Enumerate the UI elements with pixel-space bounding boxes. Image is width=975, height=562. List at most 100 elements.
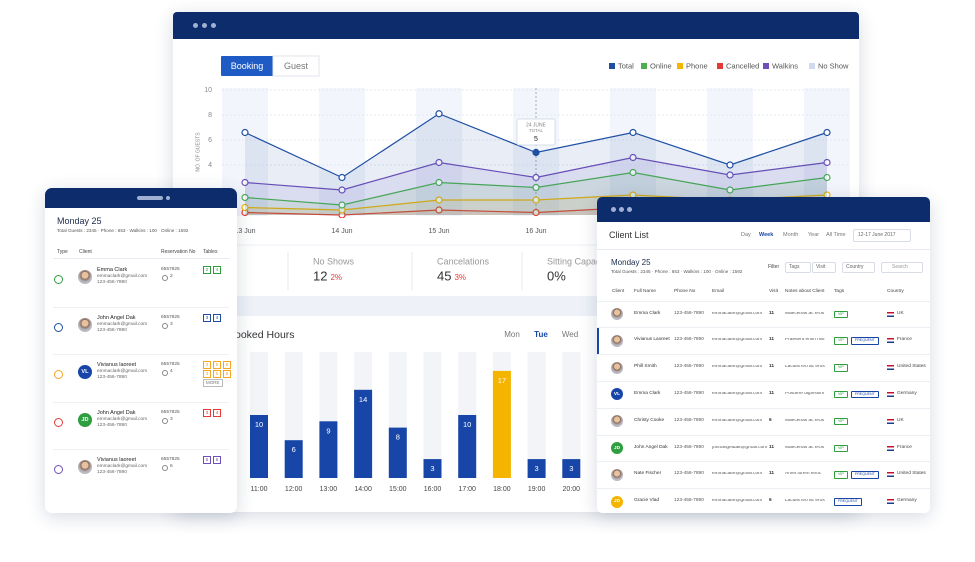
- table-chip: 5: [213, 370, 221, 378]
- phone: 123-456-7890: [674, 471, 704, 477]
- bar: [527, 459, 546, 478]
- date-range[interactable]: 12-17 June 2017: [853, 229, 911, 242]
- client-phone: 123-456-7890: [97, 375, 127, 380]
- flag: [887, 499, 894, 505]
- full-name: Nate Fischer: [634, 471, 662, 477]
- tag: FREQUENT: [851, 337, 879, 345]
- client-name: Vivianus laoreet: [97, 362, 137, 368]
- point: [338, 201, 346, 209]
- point: [532, 208, 540, 217]
- period-tab[interactable]: Week: [759, 232, 774, 238]
- row-rule: [597, 407, 930, 409]
- rule: [597, 249, 930, 250]
- table-chip: 3: [203, 408, 211, 417]
- table-chip: 3: [203, 370, 211, 378]
- bar-label: 8: [396, 433, 400, 442]
- dropdown[interactable]: Tags: [785, 262, 811, 273]
- point: [823, 128, 831, 137]
- stat-value: 45: [437, 268, 451, 283]
- tab[interactable]: Booking: [231, 61, 264, 71]
- client-email: emmaclark@gmail.com: [97, 416, 148, 422]
- full-name: Vivianus Laoreet: [634, 337, 670, 343]
- country: United States: [897, 471, 926, 477]
- point: [338, 186, 346, 194]
- tablet-bar: [45, 188, 237, 208]
- client-email: emmaclark@gmail.com: [97, 274, 148, 279]
- email: johnangeldak@gmail.com: [712, 445, 767, 450]
- tooltip: [516, 118, 556, 146]
- reservation-no: 6557825: [161, 362, 180, 367]
- flag: [887, 418, 894, 424]
- dropdown[interactable]: Country: [842, 262, 875, 273]
- point: [532, 173, 540, 182]
- bar-label: 17: [498, 376, 506, 385]
- email: emmaclark@gmail.com: [712, 418, 763, 423]
- tag: VIP: [834, 337, 848, 345]
- column-header: Email: [712, 289, 724, 294]
- bar: [319, 421, 338, 478]
- bar: [354, 389, 373, 478]
- phone: 123-456-7890: [674, 498, 704, 504]
- guest-count: 3: [170, 416, 173, 422]
- table-chip: 3: [203, 313, 211, 322]
- tab[interactable]: Guest: [284, 61, 309, 71]
- row-rule: [597, 488, 930, 490]
- day-tab[interactable]: Mon: [504, 330, 520, 339]
- table-chip: 3: [203, 361, 211, 369]
- bar: [562, 459, 581, 478]
- point: [532, 148, 540, 157]
- avatar: [611, 468, 623, 481]
- country: UK: [897, 417, 904, 423]
- reservation-no: 6557825: [161, 409, 180, 415]
- x-tick-label: 17:00: [458, 486, 476, 493]
- window-bar: [173, 12, 859, 39]
- email: emmaclark@gmail.com: [712, 499, 763, 504]
- dot: [193, 23, 198, 28]
- day-tab[interactable]: Wed: [562, 330, 578, 339]
- full-name: Emma Clark: [634, 390, 661, 396]
- x-tick-label: 16 Jun: [525, 228, 546, 235]
- period-tab[interactable]: Month: [783, 232, 799, 238]
- point: [629, 168, 637, 177]
- dropdown[interactable]: Visit: [812, 262, 837, 273]
- stat-label: Sitting Capacity: [547, 256, 610, 266]
- avatar: JD: [611, 442, 623, 454]
- tag: VIP: [834, 390, 848, 399]
- avatar: [78, 317, 92, 332]
- search[interactable]: Search: [881, 262, 923, 273]
- legend-swatch: [717, 63, 723, 69]
- speaker: [137, 196, 163, 200]
- point: [435, 110, 443, 118]
- client-email: emmaclark@gmail.com: [97, 369, 148, 374]
- period-tab[interactable]: Year: [808, 232, 820, 238]
- table-chip: 5: [213, 361, 221, 369]
- bar: [284, 440, 303, 478]
- table-chip: 6: [213, 456, 221, 464]
- table-chip: 2: [203, 266, 211, 274]
- type-icon: [54, 275, 63, 284]
- dot: [627, 207, 632, 212]
- day-tab[interactable]: Tue: [534, 330, 548, 339]
- guest-icon: [162, 275, 168, 281]
- legend-swatch: [641, 63, 647, 69]
- flag: [887, 472, 894, 478]
- tag: VIP: [834, 471, 848, 479]
- reservation-no: 6557825: [161, 457, 180, 462]
- tab-bg[interactable]: [221, 56, 273, 76]
- point: [532, 183, 540, 192]
- avatar: [611, 334, 623, 347]
- tab-bg[interactable]: [272, 55, 320, 77]
- notes: Maecenas ac eros: [785, 311, 825, 316]
- flag: [887, 445, 894, 451]
- visit: 6: [769, 417, 772, 423]
- email: emmaclark@gmail.com: [712, 472, 763, 477]
- bar: [458, 415, 477, 478]
- visit: 11: [769, 310, 775, 316]
- country: Germany: [897, 498, 917, 504]
- period-tab[interactable]: Day: [741, 232, 751, 238]
- row-rule: [597, 461, 930, 463]
- period-tab[interactable]: All Time: [826, 232, 846, 238]
- phone: 123-456-7890: [674, 444, 704, 450]
- stat-change: 2%: [330, 273, 342, 282]
- column-header: Type: [57, 249, 68, 255]
